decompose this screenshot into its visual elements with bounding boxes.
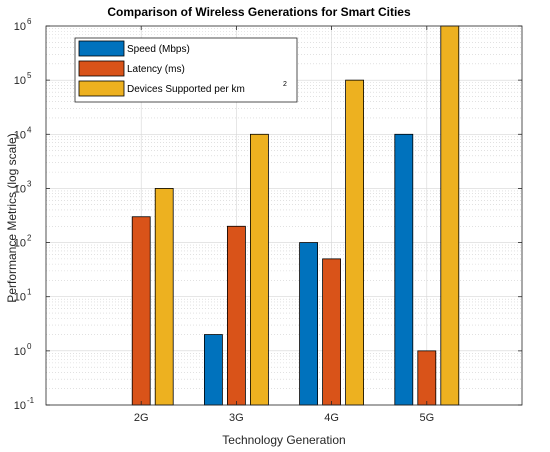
y-tick-exponent: 3 bbox=[27, 179, 32, 188]
y-tick-label: 10 bbox=[14, 292, 26, 304]
bar bbox=[417, 350, 437, 406]
y-tick-exponent: 6 bbox=[27, 17, 32, 26]
y-tick-exponent: 4 bbox=[27, 125, 32, 134]
y-tick-exponent: 5 bbox=[27, 71, 32, 80]
bar bbox=[131, 216, 151, 406]
y-tick-label: 10 bbox=[14, 129, 26, 141]
legend-label: Speed (Mbps) bbox=[127, 44, 190, 55]
x-tick-label: 4G bbox=[324, 412, 339, 424]
y-tick-label: 10 bbox=[14, 400, 26, 412]
y-tick-exponent: 1 bbox=[27, 288, 32, 297]
x-axis-label: Technology Generation bbox=[222, 433, 345, 447]
x-tick-label: 5G bbox=[419, 412, 434, 424]
bar bbox=[226, 225, 246, 406]
bar bbox=[249, 133, 269, 406]
chart-title: Comparison of Wireless Generations for S… bbox=[107, 5, 411, 19]
bar bbox=[345, 79, 365, 406]
legend-label-superscript: 2 bbox=[283, 81, 287, 88]
legend-label: Latency (ms) bbox=[127, 64, 185, 75]
y-tick-label: 10 bbox=[14, 238, 26, 250]
legend-swatch bbox=[78, 60, 125, 77]
bar bbox=[440, 25, 460, 406]
y-tick-label: 10 bbox=[14, 346, 26, 358]
y-tick-label: 10 bbox=[14, 75, 26, 87]
legend-label: Devices Supported per km bbox=[127, 84, 245, 95]
y-tick-label: 10 bbox=[14, 183, 26, 195]
legend-swatch bbox=[78, 40, 125, 57]
x-tick-label: 3G bbox=[229, 412, 244, 424]
bar bbox=[154, 188, 174, 406]
x-tick-label: 2G bbox=[134, 412, 149, 424]
legend-swatch bbox=[78, 80, 125, 97]
bars-layer bbox=[131, 25, 460, 406]
y-axis-label: Performance Metrics (log scale) bbox=[5, 133, 19, 302]
y-tick-exponent: -1 bbox=[27, 396, 35, 405]
bar bbox=[299, 242, 319, 406]
bar bbox=[394, 133, 414, 406]
plot-frame bbox=[45, 25, 523, 406]
legend: Speed (Mbps) Latency (ms) Devices Supporte… bbox=[74, 37, 298, 103]
bar bbox=[203, 334, 223, 406]
bar bbox=[322, 258, 342, 406]
y-tick-exponent: 2 bbox=[27, 234, 32, 243]
y-tick-label: 10 bbox=[14, 21, 26, 33]
y-tick-exponent: 0 bbox=[27, 342, 32, 351]
